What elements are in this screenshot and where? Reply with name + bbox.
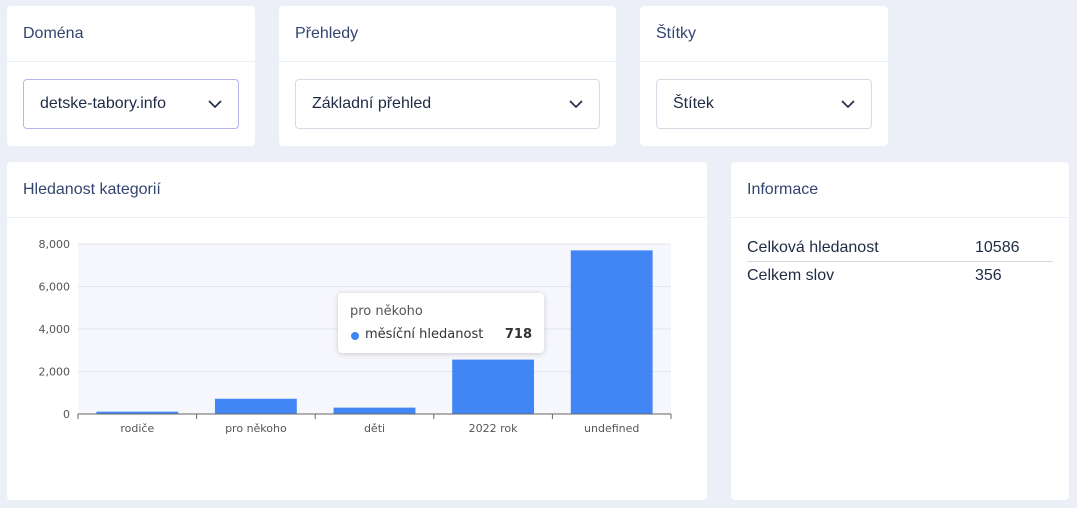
bar-4 <box>570 250 653 414</box>
y-tick-label: 0 <box>63 408 70 421</box>
chart-card-title: Hledanost kategorií <box>7 162 707 218</box>
info-card: Informace Celková hledanost 10586 Celkem… <box>731 162 1069 500</box>
chart-tooltip: pro někoho měsíční hledanost 718 <box>338 293 544 353</box>
bar-2 <box>333 407 416 414</box>
domain-card: Doména detske-tabory.info <box>7 6 255 146</box>
x-tick-label: undefined <box>584 422 639 435</box>
y-tick-label: 6,000 <box>39 281 71 294</box>
tooltip-value: 718 <box>504 327 532 342</box>
reports-card: Přehledy Základní přehled <box>279 6 616 146</box>
chevron-down-icon <box>208 100 222 109</box>
chevron-down-icon <box>841 100 855 109</box>
reports-card-title: Přehledy <box>279 6 616 62</box>
x-tick-label: rodiče <box>120 422 154 435</box>
x-tick-label: děti <box>364 422 385 435</box>
domain-card-title: Doména <box>7 6 255 62</box>
tags-select[interactable]: Štítek <box>656 79 872 129</box>
info-label: Celková hledanost <box>747 239 879 256</box>
reports-select[interactable]: Základní přehled <box>295 79 600 129</box>
tooltip-category: pro někoho <box>350 304 423 319</box>
y-tick-label: 2,000 <box>39 366 71 379</box>
reports-select-value: Základní přehled <box>312 95 432 112</box>
y-tick-label: 8,000 <box>39 238 71 251</box>
bar-1 <box>214 398 297 414</box>
x-tick-label: pro někoho <box>225 422 287 435</box>
tags-select-value: Štítek <box>673 95 714 112</box>
bar-chart: 0 2,000 4,000 6,000 8,000 rodiče pro někoho dět… <box>39 238 672 435</box>
info-value: 356 <box>975 267 1002 284</box>
tooltip-series-name: měsíční hledanost <box>365 327 484 342</box>
info-label: Celkem slov <box>747 267 835 284</box>
info-row-total-volume: Celková hledanost 10586 <box>747 234 1053 262</box>
x-tick-label: 2022 rok <box>469 422 519 435</box>
tags-card: Štítky Štítek <box>640 6 888 146</box>
domain-select-value: detske-tabory.info <box>40 95 166 112</box>
y-tick-label: 4,000 <box>39 323 71 336</box>
tags-card-title: Štítky <box>640 6 888 62</box>
info-value: 10586 <box>975 239 1020 256</box>
chart-card: Hledanost kategorií 0 2,000 4,000 6,000 8,00… <box>7 162 707 500</box>
info-divider <box>747 261 1053 262</box>
bar-3 <box>452 359 535 414</box>
info-card-title: Informace <box>731 162 1069 218</box>
domain-select[interactable]: detske-tabory.info <box>23 79 239 129</box>
bar-0 <box>96 411 179 414</box>
chevron-down-icon <box>569 100 583 109</box>
info-row-word-count: Celkem slov 356 <box>747 262 1053 290</box>
tooltip-series-dot <box>351 332 359 340</box>
